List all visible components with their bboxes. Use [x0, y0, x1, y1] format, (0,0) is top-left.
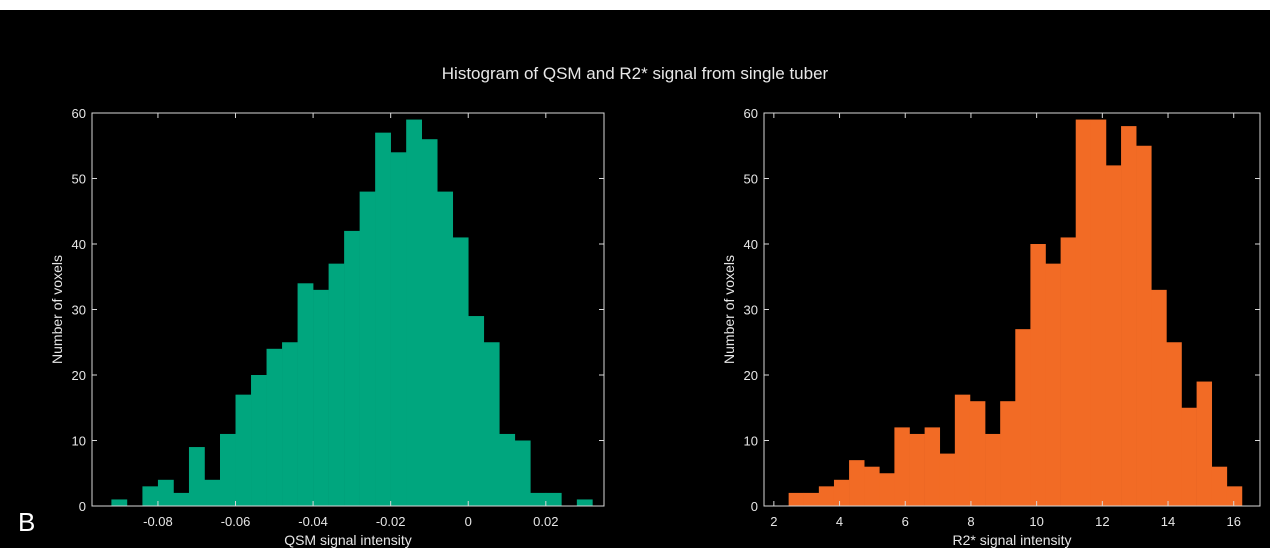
- r2star-histogram-bar: [818, 486, 835, 506]
- qsm-histogram-bar: [282, 342, 298, 506]
- qsm-histogram-bar: [545, 492, 562, 506]
- x-tick-label: -0.06: [221, 514, 251, 529]
- r2star-histogram-bar: [969, 401, 986, 506]
- y-axis-label: Number of voxels: [721, 255, 737, 364]
- qsm-histogram-bar: [452, 237, 469, 506]
- r2star-histogram-bar: [864, 466, 880, 506]
- qsm-histogram-bar: [437, 191, 454, 506]
- x-axis-label: R2* signal intensity: [952, 532, 1071, 548]
- qsm-histogram-bar: [188, 447, 205, 506]
- qsm-histogram-bar: [111, 499, 128, 506]
- x-tick-label: -0.08: [143, 514, 173, 529]
- x-tick-label: 0.02: [533, 514, 558, 529]
- r2star-histogram-bar: [939, 453, 956, 506]
- x-axis-label: QSM signal intensity: [284, 532, 412, 548]
- qsm-histogram-bar: [375, 132, 391, 506]
- qsm-histogram-bar: [421, 139, 438, 506]
- qsm-histogram-bar: [468, 316, 485, 506]
- y-tick-label: 20: [72, 368, 86, 383]
- r2star-histogram-bar: [1211, 466, 1228, 506]
- panel-letter: B: [18, 507, 36, 537]
- y-tick-label: 50: [744, 172, 758, 187]
- x-tick-label: 8: [967, 514, 974, 529]
- r2star-histogram-bar: [1151, 289, 1167, 506]
- r2star-histogram-bar: [833, 479, 850, 506]
- r2star-histogram-bar: [1226, 486, 1243, 506]
- r2star-histogram-bar: [1136, 145, 1152, 506]
- x-tick-label: -0.04: [298, 514, 328, 529]
- r2star-histogram-bar: [788, 492, 805, 506]
- x-tick-label: 16: [1226, 514, 1240, 529]
- figure-title: Histogram of QSM and R2* signal from sin…: [441, 64, 829, 83]
- y-tick-label: 10: [72, 434, 86, 449]
- qsm-histogram-bar: [359, 191, 376, 506]
- qsm-histogram-bar: [390, 152, 407, 507]
- qsm-histogram-panel: 0 10 20 30 40 50 60 -0.08 -0.06 -0.04 -0.02 0 0.02 QS…: [49, 106, 605, 548]
- x-tick-label: 12: [1095, 514, 1109, 529]
- x-tick-label: 6: [902, 514, 909, 529]
- r2star-histogram-bar: [1000, 401, 1016, 506]
- r2star-histogram-bar: [1060, 237, 1077, 506]
- y-tick-label: 60: [72, 106, 86, 121]
- y-tick-label: 50: [72, 172, 86, 187]
- r2star-histogram-bar: [1075, 119, 1092, 507]
- qsm-histogram-bar: [297, 283, 314, 506]
- y-tick-label: 30: [744, 303, 758, 318]
- x-tick-label: 2: [770, 514, 777, 529]
- x-tick-label: 4: [836, 514, 843, 529]
- y-tick-label: 30: [72, 303, 86, 318]
- qsm-histogram-bar: [204, 479, 221, 506]
- r2star-histogram-bar: [924, 427, 941, 506]
- qsm-histogram-bar: [157, 479, 174, 506]
- r2star-histogram-bar: [849, 460, 865, 506]
- x-tick-label: 10: [1029, 514, 1043, 529]
- x-tick-label: 0: [465, 514, 472, 529]
- y-tick-label: 40: [72, 237, 86, 252]
- r2star-histogram-bar: [954, 394, 971, 506]
- qsm-histogram-bar: [142, 486, 159, 506]
- r2star-histogram-bar: [1166, 342, 1182, 506]
- qsm-histogram-bar: [251, 375, 267, 506]
- qsm-histogram-bar: [499, 433, 516, 506]
- qsm-histogram-bar: [514, 440, 531, 506]
- x-tick-label: -0.02: [376, 514, 406, 529]
- y-tick-label: 40: [744, 237, 758, 252]
- qsm-histogram-bar: [483, 342, 500, 506]
- r2star-histogram-bar: [1105, 165, 1122, 506]
- y-axis-label: Number of voxels: [49, 255, 65, 364]
- r2star-histogram-bar: [1181, 407, 1197, 506]
- y-tick-label: 20: [744, 368, 758, 383]
- qsm-histogram-bar: [220, 433, 236, 506]
- r2star-histogram-bar: [1090, 119, 1107, 507]
- r2star-histogram-bar: [1015, 329, 1031, 506]
- qsm-histogram-bar: [266, 348, 283, 506]
- r2star-histogram-bar: [879, 473, 895, 506]
- r2star-histogram-bar: [985, 433, 1001, 506]
- qsm-histogram-bar: [406, 119, 422, 507]
- r2star-histogram-bar: [894, 427, 910, 506]
- x-tick-label: 14: [1161, 514, 1175, 529]
- qsm-histogram-bar: [173, 492, 190, 506]
- r2star-histogram-bar: [909, 433, 925, 506]
- r2star-histogram-bar: [1045, 263, 1061, 506]
- y-tick-label: 0: [751, 499, 758, 514]
- r2star-histogram-bar: [1030, 244, 1046, 506]
- qsm-histogram-bar: [328, 263, 345, 506]
- y-tick-label: 60: [744, 106, 758, 121]
- qsm-histogram-bar: [576, 499, 593, 506]
- r2star-histogram-panel: 0 10 20 30 40 50 60 2 4 6 8 10 12 14 16 R2* signal inte…: [721, 106, 1261, 548]
- r2star-histogram-bar: [1121, 126, 1137, 506]
- r2star-histogram-bar: [803, 492, 820, 506]
- y-tick-label: 0: [79, 499, 86, 514]
- r2star-histogram-bar: [1196, 381, 1213, 506]
- qsm-histogram-bar: [344, 230, 360, 506]
- qsm-histogram-bar: [235, 394, 252, 506]
- qsm-histogram-bar: [530, 492, 547, 506]
- y-tick-label: 10: [744, 434, 758, 449]
- qsm-histogram-bar: [313, 289, 329, 506]
